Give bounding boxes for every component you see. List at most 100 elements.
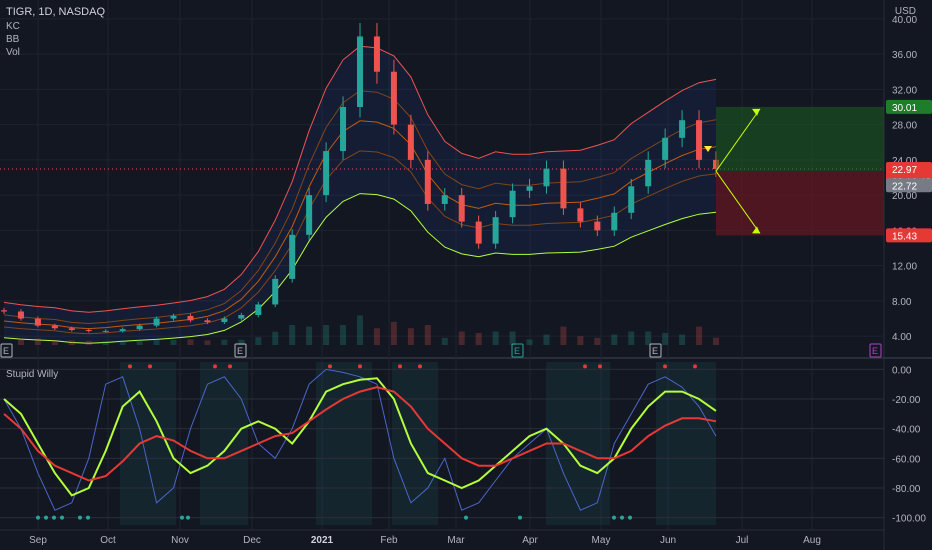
- candle-body: [407, 124, 414, 160]
- candle-body: [136, 325, 143, 330]
- volume-bar: [526, 339, 533, 345]
- volume-bar: [221, 339, 228, 345]
- candle-body: [255, 304, 262, 316]
- candle-body: [204, 320, 211, 323]
- x-tick-label: Dec: [243, 535, 261, 546]
- overbought-dot: [663, 364, 667, 369]
- target-zone: [716, 106, 884, 172]
- band-basis: [3, 120, 717, 330]
- last-price-label: 22.97: [892, 165, 917, 176]
- candle-body: [323, 151, 330, 196]
- x-tick-label: Sep: [29, 535, 47, 546]
- x-tick-label: Nov: [171, 535, 189, 546]
- volume-bar: [153, 338, 160, 345]
- osc-series-fast: [3, 368, 717, 511]
- y-tick-label: 32.00: [892, 85, 917, 96]
- volume-bar: [238, 339, 245, 345]
- x-tick-label: Feb: [380, 535, 398, 546]
- candle-body: [357, 36, 363, 107]
- stop-zone: [716, 171, 884, 236]
- candle-body: [170, 315, 177, 319]
- volume-bar: [390, 321, 397, 345]
- x-tick-label: Jun: [660, 535, 676, 546]
- volume-bar: [17, 338, 24, 345]
- stop-arrow: [715, 170, 761, 234]
- oscillator-zone: [392, 362, 438, 525]
- earnings-marker-box: [511, 343, 524, 358]
- volume-bar: [560, 326, 567, 345]
- y-tick-label: 36.00: [892, 50, 917, 61]
- x-tick-label: Mar: [447, 535, 465, 546]
- volume-bar: [170, 340, 177, 345]
- target-arrow: [715, 108, 761, 172]
- volume-bar: [424, 325, 431, 345]
- y-tick-label: 28.00: [892, 121, 917, 132]
- candle-body: [611, 212, 618, 231]
- oversold-dot: [36, 515, 40, 520]
- oversold-dot: [44, 515, 48, 520]
- volume-bar: [407, 328, 414, 345]
- earnings-marker-box: [234, 343, 247, 358]
- overbought-dot: [328, 364, 332, 369]
- candle-body: [85, 330, 92, 332]
- candle-body: [475, 221, 482, 244]
- candle-body: [119, 329, 126, 331]
- candle-body: [238, 315, 245, 319]
- candle-body: [509, 190, 516, 218]
- oversold-dot: [612, 515, 616, 520]
- earnings-marker: E: [514, 346, 520, 356]
- osc-series-slow: [3, 386, 717, 482]
- candle-body: [51, 325, 58, 329]
- candle-body: [662, 137, 669, 160]
- overbought-dot: [358, 364, 362, 369]
- x-tick-label: May: [592, 535, 611, 546]
- y-tick-label: 12.00: [892, 262, 917, 273]
- oversold-dot: [620, 515, 624, 520]
- candle-body: [458, 195, 465, 222]
- candle-body: [340, 106, 347, 152]
- target-price-label-bg: [886, 99, 932, 114]
- candle-body: [153, 318, 160, 326]
- volume-bar: [255, 337, 262, 345]
- volume-bar: [289, 325, 296, 345]
- entry-price-label-bg: [886, 178, 932, 193]
- x-tick-label: Apr: [522, 535, 538, 546]
- volume-bar: [272, 331, 279, 345]
- stop-arrowhead: [752, 226, 760, 234]
- x-tick-label: Jul: [736, 535, 749, 546]
- volume-bar: [458, 331, 465, 345]
- indicator-bb[interactable]: BB: [6, 34, 20, 45]
- volume-bar: [357, 315, 363, 345]
- volume-bar: [713, 337, 719, 345]
- volume-bar: [475, 333, 482, 345]
- volume-bar: [51, 340, 58, 345]
- osc-tick-label: -20.00: [892, 395, 921, 406]
- stop-price-label: 15.43: [892, 231, 917, 242]
- oscillator-title[interactable]: Stupid Willy: [6, 369, 59, 380]
- indicator-vol[interactable]: Vol: [6, 47, 20, 58]
- symbol-title[interactable]: TIGR, 1D, NASDAQ: [6, 6, 106, 18]
- entry-price-label: 22.72: [892, 181, 917, 192]
- y-tick-label: 24.00: [892, 156, 917, 167]
- volume-bar: [102, 341, 109, 345]
- volume-bar: [492, 331, 499, 345]
- oscillator-zone: [316, 362, 372, 525]
- candle-body: [628, 186, 635, 213]
- volume-bar: [373, 328, 380, 345]
- volume-bar: [187, 339, 194, 345]
- candle-body: [306, 195, 313, 235]
- overbought-dot: [148, 364, 152, 369]
- volume-bar: [679, 334, 686, 345]
- signal-marker: [704, 146, 712, 152]
- oversold-dot: [628, 515, 632, 520]
- osc-series-mid: [3, 377, 717, 497]
- indicator-kc[interactable]: KC: [6, 21, 20, 32]
- volume-bar: [136, 339, 143, 345]
- volume-bar: [340, 325, 347, 345]
- volume-bar: [594, 337, 601, 345]
- volume-bar: [628, 331, 635, 345]
- candle-body: [441, 195, 448, 204]
- oscillator-zone: [200, 362, 248, 525]
- candle-body: [289, 234, 296, 279]
